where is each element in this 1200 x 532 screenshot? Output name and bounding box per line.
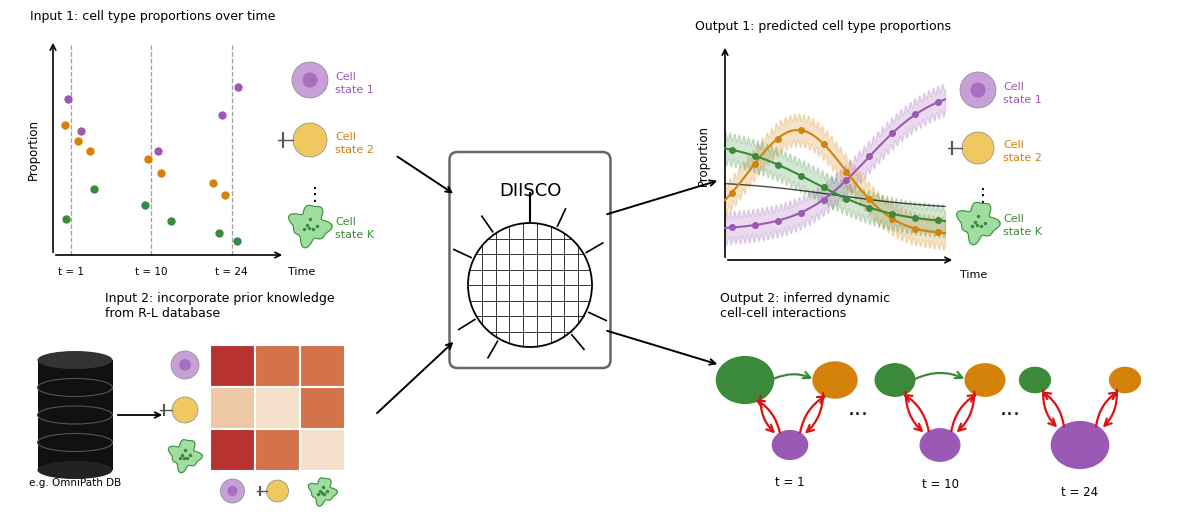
Text: Output 2: inferred dynamic
cell-cell interactions: Output 2: inferred dynamic cell-cell int… (720, 292, 890, 320)
Bar (300, 429, 346, 471)
Text: t = 24: t = 24 (216, 267, 248, 277)
Text: t = 1: t = 1 (58, 267, 84, 277)
Text: ⋮: ⋮ (974, 187, 992, 205)
Ellipse shape (1110, 368, 1140, 393)
Circle shape (221, 479, 245, 503)
Bar (210, 429, 256, 471)
Bar (300, 387, 346, 429)
Bar (210, 345, 256, 387)
Circle shape (960, 72, 996, 108)
Text: ···: ··· (1000, 405, 1020, 425)
Text: state 2: state 2 (335, 145, 374, 155)
Ellipse shape (875, 364, 914, 396)
Text: Proportion: Proportion (26, 120, 40, 180)
FancyBboxPatch shape (450, 152, 611, 368)
Ellipse shape (1020, 368, 1050, 393)
Text: Output 1: predicted cell type proportions: Output 1: predicted cell type proportion… (695, 20, 952, 33)
Text: state K: state K (1003, 227, 1042, 237)
Bar (37, 360, 113, 470)
Text: state K: state K (335, 230, 374, 240)
Text: t = 1: t = 1 (775, 476, 805, 489)
Text: t = 10: t = 10 (136, 267, 168, 277)
Text: t = 10: t = 10 (922, 478, 959, 491)
Text: state 1: state 1 (335, 85, 373, 95)
Ellipse shape (1051, 421, 1109, 468)
Text: ···: ··· (847, 405, 869, 425)
Polygon shape (289, 205, 332, 248)
Text: t = 24: t = 24 (1062, 486, 1098, 499)
Text: DIISCO: DIISCO (499, 182, 562, 200)
Ellipse shape (920, 429, 960, 461)
Polygon shape (956, 202, 1000, 245)
Bar (300, 345, 346, 387)
Ellipse shape (37, 434, 113, 452)
Text: Cell: Cell (335, 132, 356, 142)
Ellipse shape (773, 430, 808, 460)
Ellipse shape (37, 351, 113, 369)
Ellipse shape (37, 406, 113, 424)
Circle shape (292, 62, 328, 98)
Text: Cell: Cell (335, 217, 356, 227)
Ellipse shape (814, 362, 857, 398)
Text: Input 2: incorporate prior knowledge
from R-L database: Input 2: incorporate prior knowledge fro… (106, 292, 335, 320)
Circle shape (266, 480, 288, 502)
Bar (256, 429, 300, 471)
Bar (210, 387, 256, 429)
Text: Time: Time (288, 267, 316, 277)
Text: Input 1: cell type proportions over time: Input 1: cell type proportions over time (30, 10, 275, 23)
Bar (256, 345, 300, 387)
Circle shape (962, 132, 994, 164)
Circle shape (172, 397, 198, 423)
Text: Time: Time (960, 270, 988, 280)
Circle shape (179, 359, 191, 371)
Ellipse shape (37, 378, 113, 396)
Polygon shape (308, 478, 337, 506)
Text: state 1: state 1 (1003, 95, 1042, 105)
Circle shape (228, 486, 238, 496)
Text: Cell: Cell (335, 72, 356, 82)
Circle shape (971, 82, 985, 97)
Text: ⋮: ⋮ (306, 186, 324, 204)
Text: e.g. OmniPath DB: e.g. OmniPath DB (29, 478, 121, 488)
Circle shape (172, 351, 199, 379)
Text: Cell: Cell (1003, 140, 1024, 150)
Text: state 2: state 2 (1003, 153, 1042, 163)
Circle shape (468, 223, 592, 347)
Text: Cell: Cell (1003, 214, 1024, 224)
Ellipse shape (716, 356, 774, 403)
Text: Cell: Cell (1003, 82, 1024, 92)
Ellipse shape (37, 461, 113, 479)
Ellipse shape (965, 364, 1004, 396)
Circle shape (302, 72, 318, 88)
Polygon shape (168, 439, 202, 473)
Circle shape (293, 123, 326, 157)
Text: Proportion: Proportion (696, 124, 709, 186)
Bar (256, 387, 300, 429)
